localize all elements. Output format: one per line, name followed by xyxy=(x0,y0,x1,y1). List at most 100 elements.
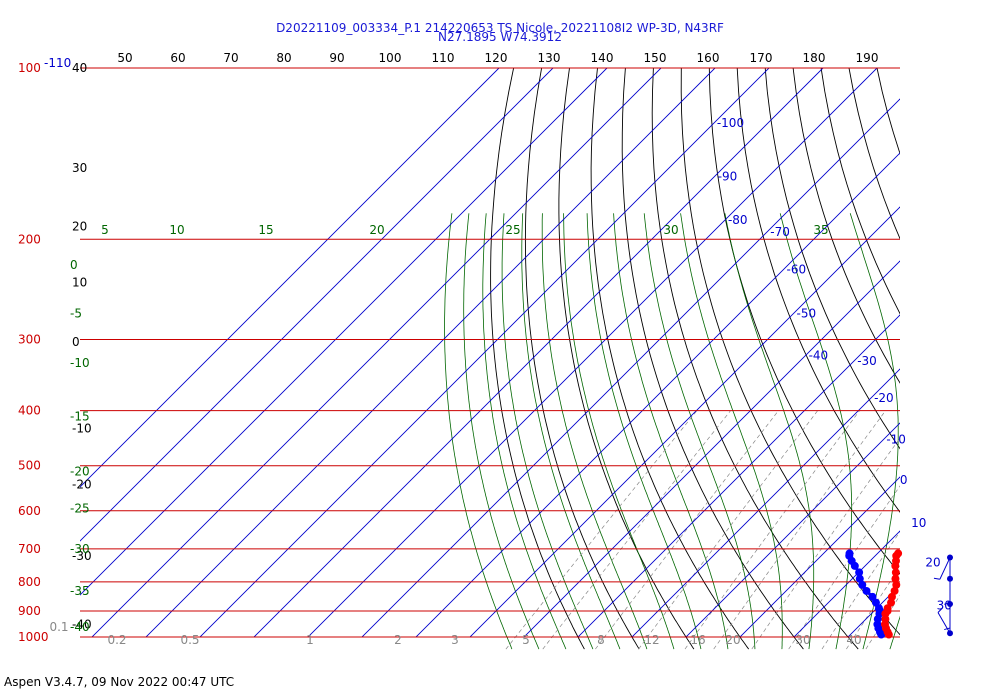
top-axis-label: 50 xyxy=(117,51,132,65)
mixing-ratio-line xyxy=(788,485,900,650)
footer-version: Aspen V3.4.7, 09 Nov 2022 00:47 UTC xyxy=(4,675,235,689)
mixing-ratio-line xyxy=(929,411,1000,649)
isotherm-line xyxy=(253,68,824,638)
mixing-ratio-label: 30 xyxy=(795,633,810,647)
top-axis-label: 70 xyxy=(223,51,238,65)
isotherm-label: -40 xyxy=(809,348,829,362)
wind-barb-flag xyxy=(937,607,943,613)
isotherm-label: -90 xyxy=(718,169,738,183)
moist-adiabat-line xyxy=(680,213,783,650)
dry-adiabat-label: 10 xyxy=(72,275,87,289)
top-axis-label: 80 xyxy=(276,51,291,65)
wind-barb-shaft xyxy=(939,557,951,580)
isotherm-line xyxy=(80,68,608,596)
dewpoint-trace-point xyxy=(855,574,864,583)
isotherm-label: 20 xyxy=(925,556,940,570)
isotherm-line xyxy=(739,476,900,638)
dry-adiabat-line xyxy=(490,68,585,650)
dry-adiabat-label: 40 xyxy=(72,61,87,75)
dry-adiabat-line xyxy=(680,68,900,636)
moist-adiabat-line xyxy=(917,213,1000,649)
moist-adiabat-line xyxy=(444,213,513,650)
dry-adiabat-line xyxy=(905,68,1000,649)
top-axis-label: 170 xyxy=(750,51,773,65)
pressure-label: 600 xyxy=(18,504,41,518)
top-axis-label: 150 xyxy=(644,51,667,65)
pressure-label: 900 xyxy=(18,604,41,618)
dry-adiabat-label: -40 xyxy=(72,617,92,631)
mixing-ratio-label: 3 xyxy=(451,633,459,647)
mixing-ratio-label: 40 xyxy=(846,633,861,647)
isotherm-line xyxy=(523,260,900,638)
background-lines xyxy=(80,68,1000,650)
moist-adiabat-line xyxy=(643,213,756,650)
isotherm-line xyxy=(793,530,900,638)
isotherm-line xyxy=(199,68,770,638)
dry-adiabat-line xyxy=(621,68,804,650)
dry-adiabat-line xyxy=(590,68,750,650)
isotherm-label: -20 xyxy=(874,391,894,405)
top-axis-label: 130 xyxy=(538,51,561,65)
top-axis-label: 180 xyxy=(803,51,826,65)
moist-adiabat-left-label: -35 xyxy=(70,584,90,598)
dry-adiabat-line xyxy=(989,68,1000,649)
mixing-ratio-line xyxy=(751,437,900,650)
moist-adiabat-top-label: 25 xyxy=(505,223,520,237)
top-axis-label: 160 xyxy=(697,51,720,65)
isotherm-label: -50 xyxy=(797,306,817,320)
mixing-ratio-line xyxy=(713,410,886,650)
wind-barb-shaft xyxy=(937,612,951,634)
dry-adiabat-label: 0 xyxy=(72,335,80,349)
dry-adiabat-line xyxy=(524,68,640,650)
temperature-trace-point xyxy=(891,568,900,577)
top-axis-label: 120 xyxy=(485,51,508,65)
top-axis-label: 90 xyxy=(329,51,344,65)
pressure-label: 200 xyxy=(18,232,41,246)
isotherm-line xyxy=(631,368,900,638)
moist-adiabat-line xyxy=(779,213,853,650)
isotherm-label: 0 xyxy=(900,473,908,487)
isotherm-label: 10 xyxy=(911,516,926,530)
mixing-ratio-line xyxy=(595,410,779,650)
pressure-label: 800 xyxy=(18,575,41,589)
isotherm-label: -30 xyxy=(857,354,877,368)
dry-adiabat-label: -20 xyxy=(72,478,92,492)
mixing-ratio-line xyxy=(542,410,731,650)
dry-adiabat-label: 20 xyxy=(72,220,87,234)
pressure-label: 300 xyxy=(18,332,41,346)
wind-barbs xyxy=(933,554,953,637)
moist-adiabat-top-label: 5 xyxy=(101,223,109,237)
mixing-ratio-label: 0.5 xyxy=(180,633,199,647)
mixing-ratio-label: 2 xyxy=(394,633,402,647)
moist-adiabat-line xyxy=(482,213,567,650)
isotherm-line xyxy=(902,68,1000,637)
dewpoint-trace-point xyxy=(862,586,871,595)
top-axis-label: 100 xyxy=(379,51,402,65)
dry-adiabat-line xyxy=(961,68,1000,649)
top-axis-label: 190 xyxy=(856,51,879,65)
top-axis-label: 60 xyxy=(170,51,185,65)
dry-adiabat-line xyxy=(736,68,900,513)
isotherm-line xyxy=(577,314,900,638)
isotherm-line xyxy=(956,68,1000,637)
dewpoint-trace xyxy=(845,549,886,639)
moist-adiabat-left-label: -15 xyxy=(70,410,90,424)
chart-subtitle: N27.1895 W74.3912 xyxy=(438,30,562,44)
isotherm-line xyxy=(469,206,900,638)
moist-adiabat-left-label: -10 xyxy=(70,356,90,370)
pressure-label: 400 xyxy=(18,404,41,418)
mixing-ratio-label: 16 xyxy=(690,633,705,647)
moist-adiabat-top-label: 10 xyxy=(169,223,184,237)
dewpoint-trace-point xyxy=(877,630,886,639)
moist-adiabat-line xyxy=(541,213,648,650)
dry-adiabat-line xyxy=(792,68,900,384)
pressure-label: 700 xyxy=(18,542,41,556)
isotherm-line xyxy=(307,68,878,638)
moist-adiabat-left-label: -5 xyxy=(70,306,82,320)
moist-adiabat-top-label: 20 xyxy=(369,223,384,237)
mixing-ratio-label: 8 xyxy=(597,633,605,647)
dry-adiabat-label: -10 xyxy=(72,421,92,435)
dewpoint-trace-point xyxy=(850,561,859,570)
wind-barb-flag xyxy=(933,577,940,580)
